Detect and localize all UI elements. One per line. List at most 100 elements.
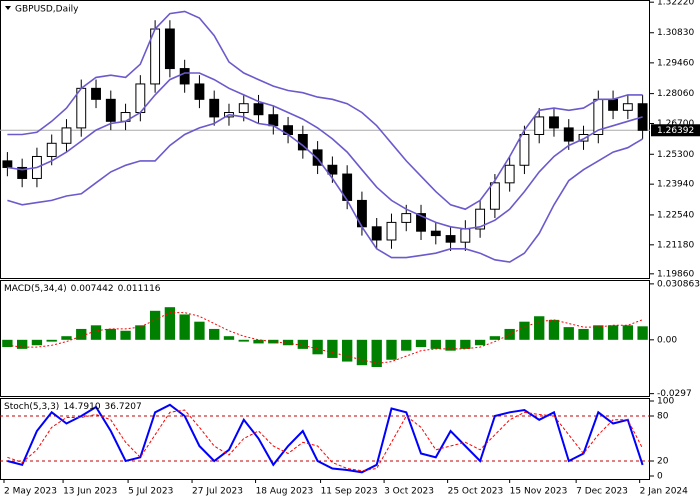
macd-bar — [371, 339, 382, 367]
macd-bar — [46, 339, 57, 342]
macd-bar — [548, 319, 560, 340]
candle-body — [622, 103, 633, 111]
macd-panel-frame — [0, 280, 650, 397]
x-tick-label: 7 Dec 2023 — [576, 487, 628, 497]
candle-body — [371, 226, 382, 241]
candle-body — [268, 114, 279, 127]
macd-bar — [593, 325, 604, 340]
panel-readout: 0.011116 — [118, 284, 161, 294]
candle-body — [76, 87, 87, 129]
macd-bar — [253, 339, 264, 344]
macd-bar — [105, 328, 116, 340]
macd-bar — [282, 339, 294, 346]
candle-body — [194, 83, 205, 100]
macd-bar — [194, 321, 205, 340]
candle-body — [312, 149, 323, 166]
last-price-box — [651, 124, 700, 137]
macd-bar — [341, 339, 353, 362]
x-tick-label: 15 Nov 2023 — [510, 487, 568, 497]
candle-body — [179, 68, 190, 85]
x-tick-label: 25 Oct 2023 — [448, 487, 504, 497]
candle-body — [608, 98, 618, 111]
candle-body — [563, 127, 574, 142]
macd-bar — [76, 328, 87, 340]
x-tick-label: 2 Jan 2024 — [640, 487, 688, 497]
symbol-menu-icon — [5, 6, 11, 10]
x-tick-label: 18 Aug 2023 — [256, 487, 314, 497]
candle-body — [578, 133, 589, 142]
candle-body — [17, 166, 28, 179]
macd-bar — [622, 325, 634, 340]
candle-body — [238, 103, 249, 114]
candle-body — [460, 228, 471, 243]
x-tick-label: 3 Oct 2023 — [384, 487, 434, 497]
y-tick-label: 1.32220 — [657, 0, 694, 8]
y-tick-label: 1.29460 — [657, 58, 694, 68]
macd-bar — [460, 339, 471, 349]
macd-bar — [445, 339, 456, 351]
chart-title: GBPUSD,Daily — [15, 5, 79, 15]
x-tick-label: 5 Jul 2023 — [128, 487, 173, 497]
macd-bar — [430, 339, 441, 349]
macd-bar — [356, 339, 368, 366]
y-tick-label: 1.22540 — [657, 210, 694, 220]
panel-readout: 36.7207 — [105, 402, 142, 412]
stoch-panel-frame — [0, 398, 650, 480]
macd-bar — [2, 339, 13, 348]
candle-body — [46, 142, 57, 157]
candle-body — [430, 230, 441, 237]
macd-bar — [519, 321, 530, 340]
y-tick-label: 0.030863 — [657, 279, 700, 289]
candle-body — [534, 116, 545, 135]
candle-body — [61, 127, 72, 144]
macd-bar — [238, 339, 249, 342]
bollinger-band — [7, 10, 643, 211]
y-tick-label: 100 — [657, 397, 674, 407]
macd-signal-line — [7, 312, 643, 364]
macd-bar — [297, 339, 309, 349]
candle-body — [475, 208, 486, 230]
panel-readout: Stoch(5,3,3) — [4, 402, 59, 412]
macd-bar — [607, 325, 619, 340]
macd-bar — [534, 316, 545, 340]
macd-bar — [312, 339, 323, 355]
macd-bar — [386, 339, 397, 360]
macd-bar — [120, 330, 131, 340]
candle-body — [164, 28, 175, 70]
y-tick-label: 1.26700 — [657, 119, 694, 129]
macd-bar — [179, 314, 190, 340]
candle-body — [91, 87, 101, 100]
panel-readout: 0.007442 — [71, 284, 114, 294]
y-tick-label: 20 — [657, 457, 669, 467]
panel-readout: 14.7910 — [63, 402, 100, 412]
y-tick-label: 0 — [657, 472, 663, 482]
macd-bar — [135, 325, 146, 340]
panel-title: Stoch(5,3,3) 14.7910 36.7207 — [4, 402, 142, 412]
y-tick-label: 1.25300 — [657, 150, 694, 160]
panel-readout: MACD(5,34,4) — [4, 284, 67, 294]
y-tick-label: 1.21180 — [657, 240, 694, 250]
bollinger-band — [7, 72, 643, 230]
macd-bar — [474, 339, 486, 346]
stoch-line — [7, 403, 644, 474]
y-tick-label: 1.23940 — [657, 180, 694, 190]
candle-body — [105, 98, 116, 122]
panel-title: MACD(5,34,4) 0.007442 0.011116 — [4, 284, 161, 294]
candle-body — [327, 164, 338, 175]
macd-bar — [401, 339, 412, 351]
macd-bar — [209, 328, 220, 340]
candle-body — [445, 235, 456, 243]
candle-body — [209, 98, 220, 118]
macd-bar — [489, 336, 501, 340]
y-tick-label: -0.0297 — [657, 389, 692, 399]
x-tick-label: 13 Jun 2023 — [63, 487, 117, 497]
macd-bar — [149, 310, 161, 340]
candle-body — [549, 116, 559, 129]
last-price-label: 1.26392 — [657, 126, 694, 136]
main-panel-frame — [0, 0, 650, 279]
macd-bar — [164, 307, 176, 340]
candle-body — [504, 164, 515, 184]
macd-bar — [578, 328, 589, 340]
bollinger-band — [7, 113, 644, 263]
y-tick-label: 1.28060 — [657, 89, 694, 99]
